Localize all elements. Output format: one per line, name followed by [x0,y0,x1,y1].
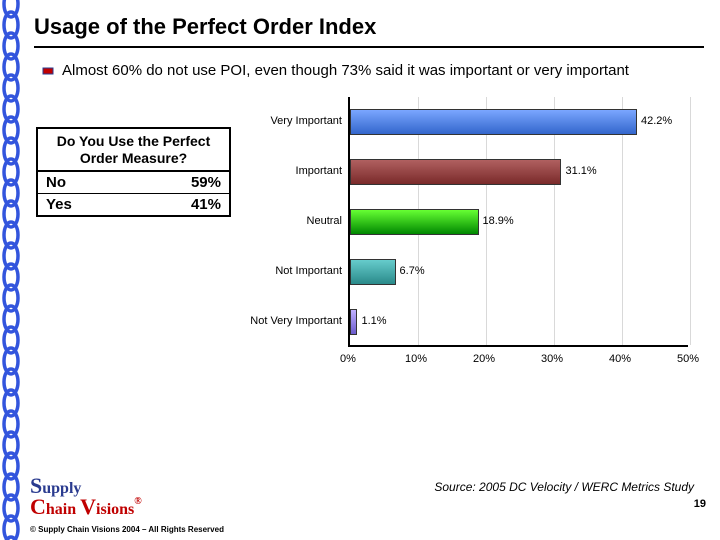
bullet-text: Almost 60% do not use POI, even though 7… [62,62,629,81]
table-row: No59% [38,172,229,193]
bullet-icon [42,65,54,77]
bar-value-label: 18.9% [483,215,514,227]
page-title: Usage of the Perfect Order Index [28,0,710,44]
source-citation: Source: 2005 DC Velocity / WERC Metrics … [434,480,694,494]
bar-value-label: 42.2% [641,115,672,127]
category-label: Not Very Important [248,315,342,327]
bullet-item: Almost 60% do not use POI, even though 7… [28,58,710,87]
logo-upply: upply [42,480,81,497]
x-tick-label: 40% [609,353,631,365]
category-label: Very Important [248,115,342,127]
chain-link-decoration [0,0,22,540]
brand-logo: Supply Chain Visions® [30,476,142,518]
page-number: 19 [694,498,706,510]
chart-bar [350,259,396,285]
category-label: Important [248,165,342,177]
logo-v: V [80,494,96,519]
bar-value-label: 1.1% [361,315,386,327]
chart-bar [350,209,479,235]
x-tick-label: 10% [405,353,427,365]
x-tick-label: 30% [541,353,563,365]
table-row: Yes41% [38,193,229,215]
x-tick-label: 20% [473,353,495,365]
usage-table: Do You Use the Perfect Order Measure? No… [36,127,231,217]
logo-hain: hain [46,501,80,518]
chart-bar [350,109,637,135]
category-label: Not Important [248,265,342,277]
table-row-label: Yes [38,194,165,215]
chart-bar [350,309,357,335]
table-row-value: 59% [165,172,229,193]
category-label: Neutral [248,215,342,227]
title-rule [34,46,704,48]
logo-reg: ® [134,496,141,507]
x-tick-label: 0% [340,353,356,365]
table-title: Do You Use the Perfect Order Measure? [38,129,229,172]
logo-isions: isions [96,501,134,518]
logo-c: C [30,494,46,519]
copyright: © Supply Chain Visions 2004 – All Rights… [30,525,224,534]
table-row-value: 41% [165,194,229,215]
chart-bar [350,159,561,185]
table-row-label: No [38,172,165,193]
bar-value-label: 31.1% [565,165,596,177]
x-tick-label: 50% [677,353,699,365]
bar-value-label: 6.7% [400,265,425,277]
importance-chart: 0% 10% 20% 30% 40% 50% Very Important Importan… [248,91,698,386]
